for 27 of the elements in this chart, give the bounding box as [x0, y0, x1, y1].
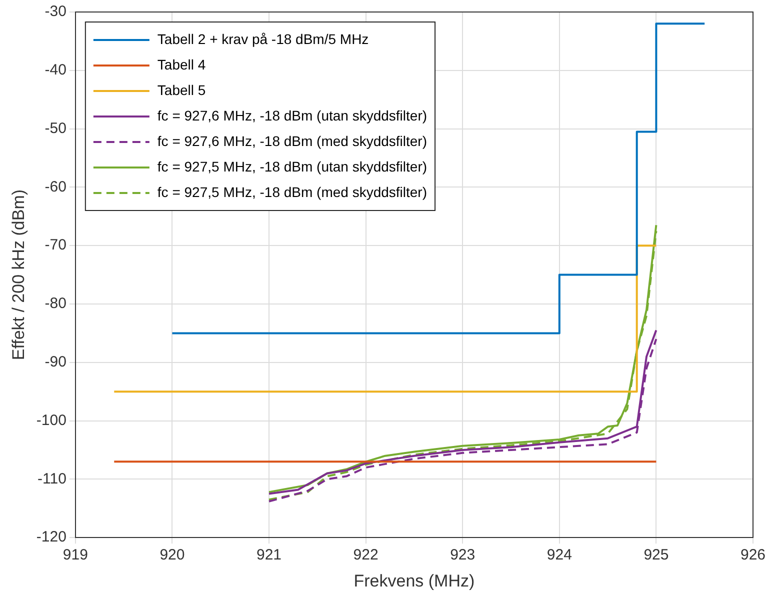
x-tick-label: 920: [160, 546, 185, 564]
y-tick-label: -40: [44, 62, 66, 79]
x-tick-label: 926: [740, 546, 766, 564]
legend-label: fc = 927,6 MHz, -18 dBm (utan skyddsfilter): [157, 107, 428, 124]
y-tick-label: -70: [44, 236, 66, 254]
y-tick-label: -90: [44, 354, 66, 371]
y-axis-title: Effekt / 200 kHz (dBm): [8, 189, 28, 360]
x-tick-label: 922: [353, 546, 378, 564]
legend-label: Tabell 2 + krav på -18 dBm/5 MHz: [157, 30, 369, 47]
legend-label: Tabell 4: [157, 56, 206, 72]
x-tick-label: 925: [644, 546, 669, 564]
x-tick-label: 924: [546, 546, 572, 564]
legend-label: fc = 927,5 MHz, -18 dBm (med skyddsfilter): [157, 184, 428, 200]
y-tick-label: -60: [44, 178, 66, 196]
legend-label: fc = 927,5 MHz, -18 dBm (utan skyddsfilter): [157, 158, 428, 174]
legend-label: fc = 927,6 MHz, -18 dBm (med skyddsfilter): [157, 132, 428, 149]
y-tick-label: -110: [38, 470, 66, 488]
y-tick-label: -80: [44, 295, 66, 312]
legend-label: Tabell 5: [157, 82, 206, 98]
y-tick-label: -50: [44, 120, 66, 137]
x-tick-label: 919: [62, 546, 88, 564]
x-tick-label: 923: [450, 546, 476, 564]
y-tick-label: -100: [36, 412, 66, 429]
y-tick-label: -30: [44, 3, 66, 20]
x-tick-label: 921: [256, 546, 282, 564]
x-axis-title: Frekvens (MHz): [354, 571, 475, 590]
y-tick-label: -120: [36, 528, 66, 546]
